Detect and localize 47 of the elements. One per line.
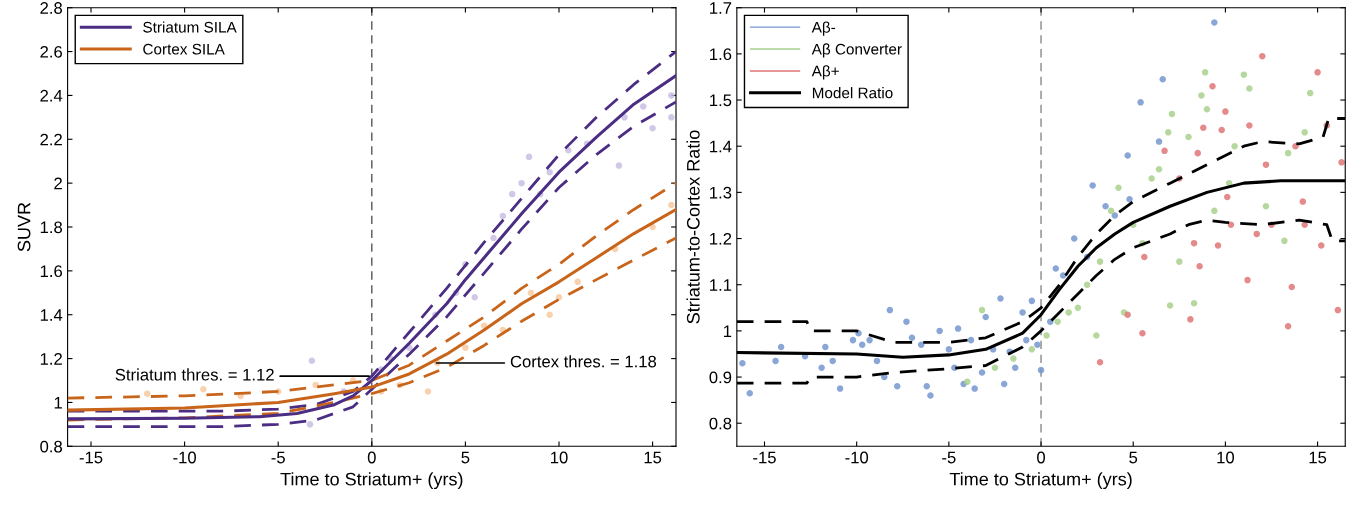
x-tick-label: -15 <box>79 451 103 464</box>
legend-label: Aβ- <box>811 21 836 36</box>
y-axis-title: Striatum-to-Cortex Ratio <box>686 130 700 324</box>
y-tick-label: 1.8 <box>40 221 63 234</box>
legend-label: Aβ Converter <box>811 43 902 58</box>
x-tick-label: -5 <box>271 451 285 464</box>
y-tick-label: 1.3 <box>710 186 732 199</box>
x-tick-label: -10 <box>845 451 869 464</box>
y-tick-label: 1.6 <box>710 48 732 61</box>
y-tick-label: 1.2 <box>710 232 732 245</box>
y-tick-label: 0.8 <box>40 440 63 453</box>
y-tick-label: 1.6 <box>40 265 63 278</box>
x-tick-label: -10 <box>173 451 196 464</box>
y-tick-label: 1.5 <box>710 94 732 107</box>
x-tick-label: 10 <box>551 451 568 464</box>
y-tick-label: 2.8 <box>40 2 63 14</box>
x-tick-label: -15 <box>753 451 776 464</box>
annotation: Striatum thres. = 1.12 <box>115 368 274 381</box>
y-tick-label: 1.4 <box>710 140 732 153</box>
y-axis-title: SUVR <box>17 202 31 252</box>
x-tick-label: 0 <box>367 451 376 464</box>
legend-label: Model Ratio <box>812 87 893 99</box>
y-tick-label: 2.6 <box>40 45 63 58</box>
x-tick-label: 15 <box>1309 451 1327 464</box>
y-tick-label: 0.9 <box>709 371 732 384</box>
y-tick-label: 0.8 <box>709 417 732 430</box>
y-tick-label: 1 <box>723 325 732 337</box>
x-tick-label: 0 <box>1037 451 1046 464</box>
x-axis-title: Time to Striatum+ (yrs) <box>280 472 463 490</box>
x-tick-label: -5 <box>942 451 956 464</box>
y-tick-label: 1.2 <box>40 352 62 365</box>
y-tick-label: 2 <box>54 177 62 190</box>
legend-label: Striatum SILA <box>143 21 237 33</box>
y-tick-label: 1.4 <box>40 309 63 321</box>
y-tick-label: 2.2 <box>40 133 62 146</box>
x-tick-label: 10 <box>1217 451 1235 464</box>
x-tick-label: 15 <box>644 451 662 464</box>
x-axis-title: Time to Striatum+ (yrs) <box>949 472 1132 490</box>
y-tick-label: 1.7 <box>710 2 732 14</box>
y-tick-label: 1.1 <box>710 279 732 291</box>
x-tick-label: 5 <box>461 451 470 464</box>
x-tick-label: 5 <box>1129 451 1138 464</box>
y-tick-label: 1 <box>54 397 62 409</box>
legend-label: Cortex SILA <box>143 43 225 55</box>
y-tick-label: 2.4 <box>40 89 63 102</box>
annotation: Cortex thres. = 1.18 <box>510 355 657 368</box>
legend-label: Aβ+ <box>811 65 839 80</box>
